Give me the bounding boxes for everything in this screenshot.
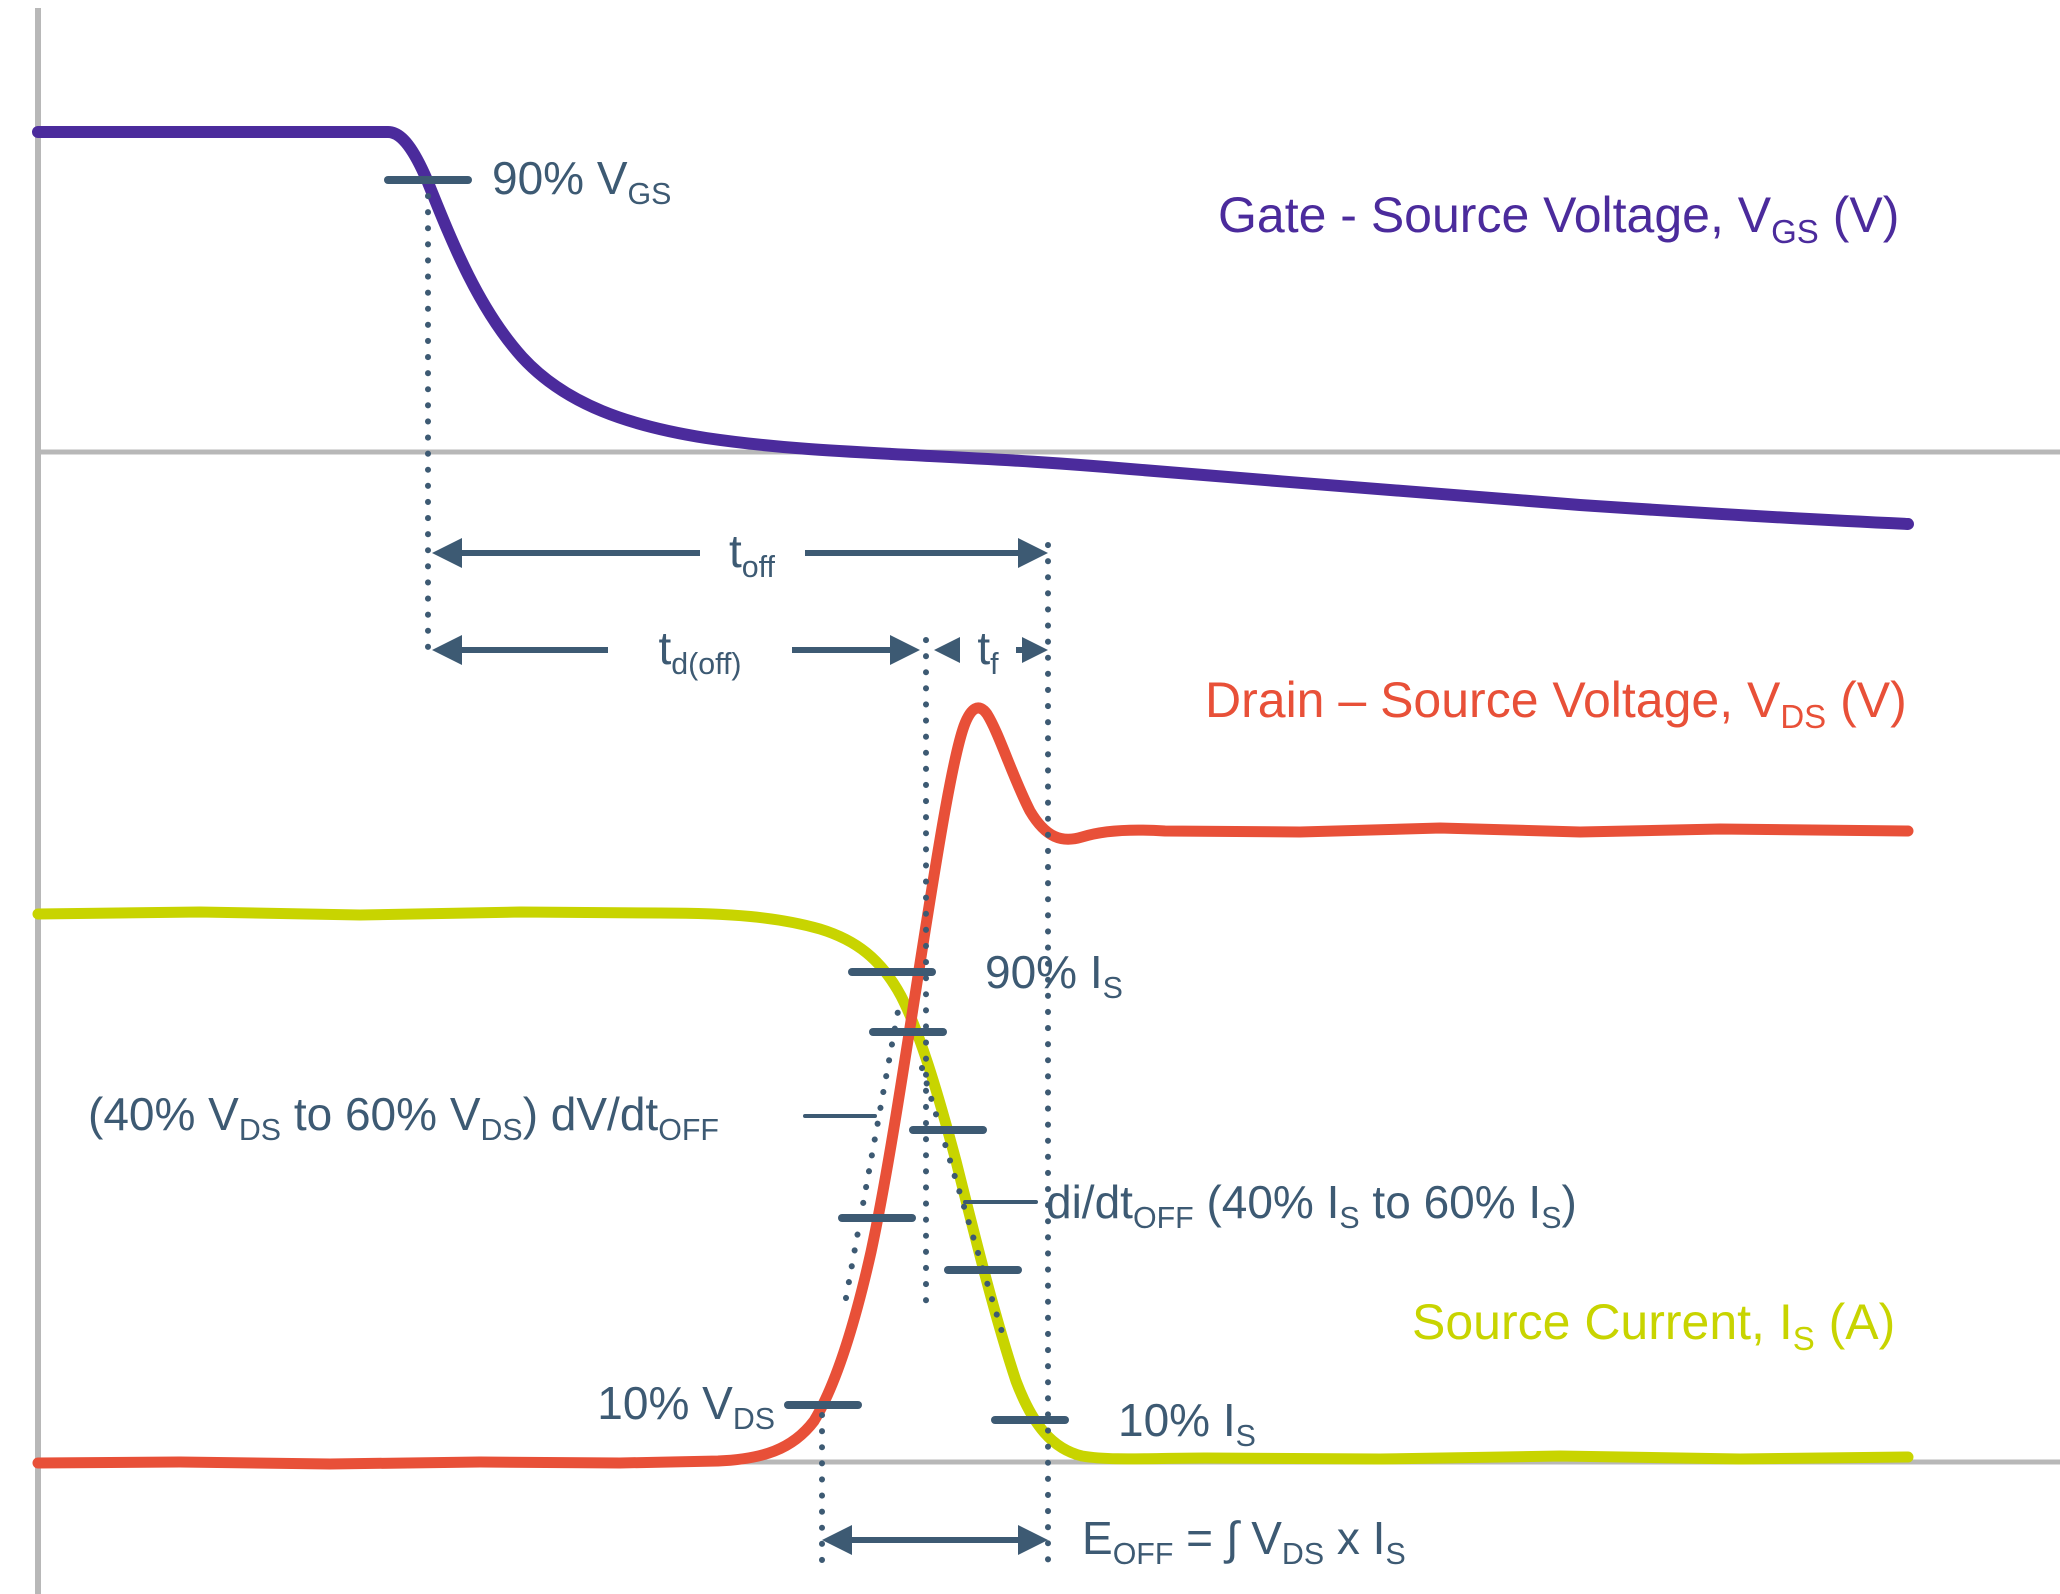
dvdt-slope-dotted-line [843, 997, 903, 1301]
label-90pct-is: 90% IS [985, 945, 1123, 1006]
label-t-off: toff [729, 524, 775, 585]
label-didt-off: di/dtOFF (40% IS to 60% IS) [1046, 1175, 1577, 1236]
leader-lines [803, 1114, 1038, 1204]
didt-slope-dotted-line [919, 1065, 1005, 1335]
label-e-off: EOFF = ∫ VDS x IS [1082, 1511, 1406, 1572]
t-d-off-arrowhead-left [432, 635, 462, 665]
e-off-arrowhead-right [1018, 1525, 1048, 1555]
label-vgs-curve: Gate - Source Voltage, VGS (V) [1218, 186, 1900, 250]
label-vds-curve: Drain – Source Voltage, VDS (V) [1205, 671, 1907, 735]
e-off-arrowhead-left [822, 1525, 852, 1555]
dashed-reference-lines [425, 193, 1051, 1565]
label-90pct-vgs: 90% VGS [492, 151, 672, 212]
t-off-arrowhead-right [1018, 538, 1048, 568]
is-waveform [32, 906, 1914, 1465]
label-t-d-off: td(off) [658, 621, 742, 682]
e-off-arrow [822, 1525, 1048, 1555]
vgs-waveform [32, 126, 1914, 530]
label-dvdt-off: (40% VDS to 60% VDS) dV/dtOFF [88, 1087, 719, 1148]
level-ticks [384, 176, 1069, 1424]
t-f-arrow [934, 637, 1048, 663]
label-10pct-is: 10% IS [1118, 1393, 1256, 1454]
t-d-off-arrow [432, 635, 920, 665]
label-is-curve: Source Current, IS (A) [1412, 1293, 1896, 1357]
label-t-f: tf [977, 621, 999, 682]
label-10pct-vds: 10% VDS [597, 1376, 775, 1437]
t-d-off-arrowhead-right [890, 635, 920, 665]
t-off-arrow [432, 538, 1048, 568]
t-f-arrowhead-left [934, 637, 960, 663]
vds-waveform [32, 702, 1914, 1470]
t-f-arrowhead-right [1022, 637, 1048, 663]
t-off-arrowhead-left [432, 538, 462, 568]
